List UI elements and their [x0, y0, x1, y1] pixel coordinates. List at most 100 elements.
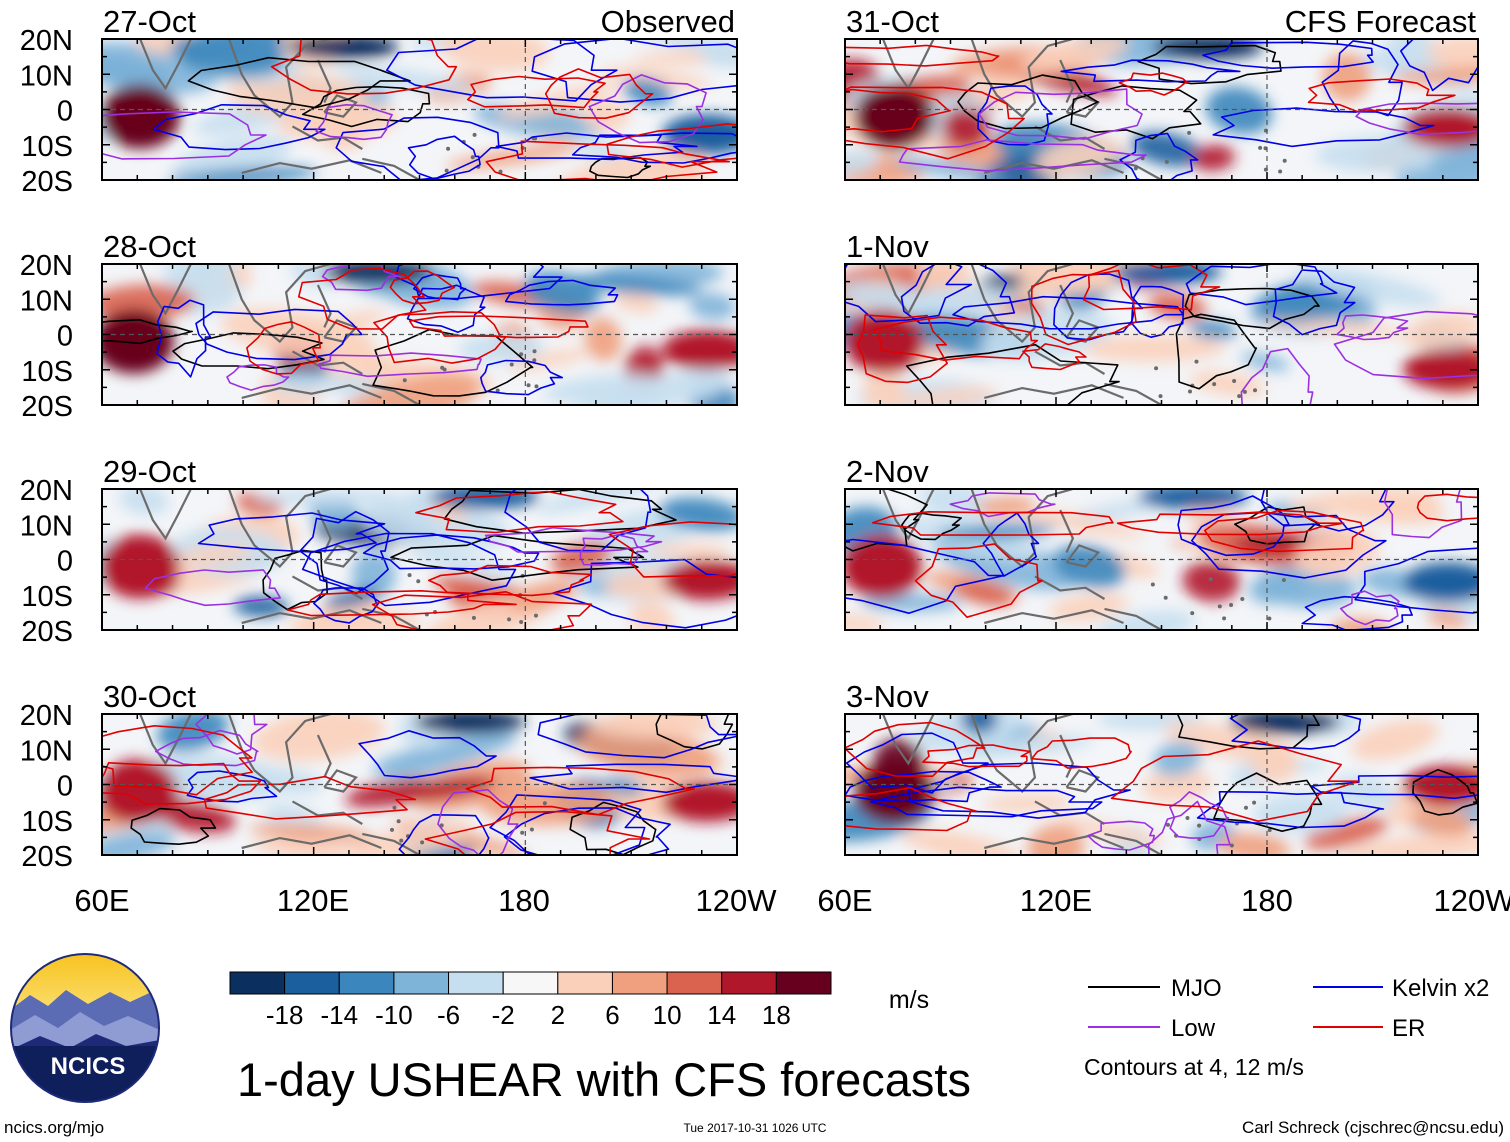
island: [1185, 816, 1190, 821]
lat-label: 20N: [20, 25, 73, 57]
positive-shear-area: [102, 84, 181, 149]
coastline: [881, 714, 935, 766]
low-contour: [1147, 800, 1231, 855]
negative-shear-area: [458, 333, 545, 364]
positive-shear-area: [976, 496, 1036, 517]
positive-shear-area: [174, 544, 253, 566]
coastline: [323, 544, 358, 568]
island: [444, 168, 449, 173]
er-contour: [1030, 269, 1137, 346]
kelvin-contour: [186, 770, 278, 803]
negative-shear-area: [961, 714, 998, 735]
island: [1158, 394, 1163, 399]
island: [532, 349, 537, 354]
coastline: [316, 59, 332, 103]
mjo-contour: [1176, 714, 1320, 750]
colorbar-swatch: [666, 971, 723, 995]
island: [446, 146, 451, 151]
island: [1190, 611, 1195, 616]
er-contour: [424, 810, 651, 855]
positive-shear-area: [102, 309, 174, 374]
positive-shear-area: [1163, 722, 1296, 763]
coastline: [1065, 769, 1101, 793]
er-contour: [246, 321, 321, 375]
mjo-contour: [301, 85, 431, 128]
er-contour: [1110, 740, 1360, 822]
island: [399, 838, 404, 843]
mjo-contour: [372, 328, 534, 397]
low-contour: [484, 526, 663, 553]
mjo-contour: [1175, 313, 1258, 390]
colorbar-swatch: [284, 971, 340, 995]
positive-shear-area: [345, 821, 474, 855]
island: [1222, 616, 1227, 621]
kelvin-contour: [845, 264, 973, 323]
kelvin-contour: [845, 538, 1006, 614]
er-contour: [872, 316, 1039, 361]
negative-shear-area: [608, 371, 731, 405]
low-contour: [321, 264, 401, 292]
negative-shear-area: [372, 731, 518, 777]
island: [1240, 596, 1245, 601]
positive-shear-area: [1056, 817, 1166, 846]
island: [529, 827, 534, 832]
low-contour: [437, 788, 519, 855]
kelvin-contour: [537, 714, 737, 759]
island: [520, 830, 525, 835]
positive-shear-area: [1182, 560, 1241, 602]
mjo-contour: [1137, 44, 1282, 85]
kelvin-contour: [1202, 41, 1374, 69]
low-contour: [317, 352, 482, 378]
lat-label: 10S: [21, 581, 73, 613]
low-contour: [1383, 489, 1463, 539]
positive-shear-area: [589, 714, 719, 739]
kelvin-contour: [1229, 714, 1362, 750]
colorbar-swatch: [557, 971, 613, 995]
mjo-contour: [569, 801, 657, 855]
kelvin-contour: [1212, 107, 1435, 148]
coastline: [984, 384, 1124, 399]
negative-shear-area: [535, 489, 662, 514]
negative-shear-area: [1153, 741, 1202, 777]
kelvin-contour: [480, 359, 564, 396]
legend: MJO Kelvin x2 Low ER Contours at 4, 12 m…: [1084, 975, 1489, 1080]
lat-label: 20N: [20, 475, 73, 507]
legend-label-mjo: MJO: [1171, 975, 1222, 1002]
map-panel: 2-Nov: [844, 454, 1479, 631]
low-contour: [315, 104, 393, 141]
positive-shear-area: [507, 348, 592, 371]
lat-label: 0: [57, 546, 73, 578]
map-panel: 1-Nov: [844, 229, 1479, 406]
lat-label: 0: [57, 771, 73, 803]
low-contour: [144, 569, 281, 607]
negative-shear-area: [414, 714, 525, 734]
colorbar-tick-label: 14: [707, 1000, 736, 1030]
colorbar-tick-label: -6: [437, 1000, 460, 1030]
legend-note: Contours at 4, 12 m/s: [1084, 1054, 1304, 1080]
negative-shear-area: [1111, 264, 1222, 284]
er-contour: [408, 315, 589, 339]
island: [1267, 616, 1272, 621]
negative-shear-area: [568, 274, 702, 296]
footer-timestamp: Tue 2017-10-31 1026 UTC: [684, 1121, 827, 1135]
island: [470, 155, 475, 160]
island: [1243, 805, 1248, 810]
lat-label: 20S: [21, 616, 73, 648]
positive-shear-area: [942, 107, 990, 148]
island: [472, 132, 477, 137]
negative-shear-area: [1152, 39, 1263, 59]
legend-label-er: ER: [1392, 1015, 1425, 1042]
positive-shear-area: [901, 829, 1020, 855]
island: [507, 617, 512, 622]
negative-shear-area: [1429, 148, 1478, 176]
island: [526, 383, 531, 388]
coastline: [881, 264, 935, 316]
coastline: [1104, 832, 1163, 855]
island: [1133, 166, 1138, 171]
mjo-contour: [901, 512, 962, 541]
positive-shear-area: [647, 543, 732, 558]
colorbar-tick-label: 10: [653, 1000, 682, 1030]
er-contour: [467, 75, 606, 109]
